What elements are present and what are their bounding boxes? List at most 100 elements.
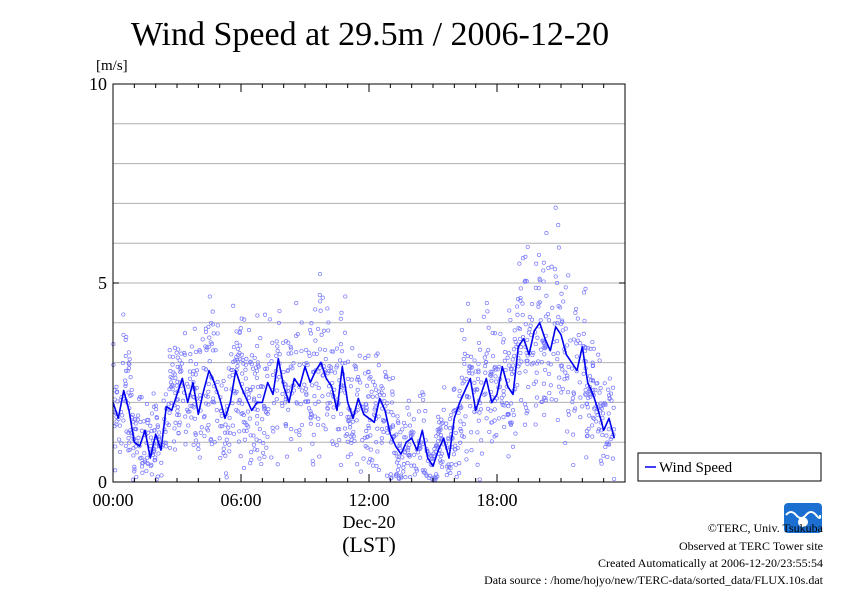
data-point [275,425,280,430]
data-point [249,353,254,358]
data-point [128,375,133,380]
data-point [434,472,439,477]
data-point [534,370,539,375]
data-point [416,409,421,414]
data-point [438,433,443,438]
data-point [399,473,404,478]
data-point [478,407,484,412]
data-point [176,347,181,352]
data-point [472,409,477,414]
data-point [261,441,266,446]
data-point [375,426,380,431]
data-point [609,398,614,403]
data-point [568,338,573,343]
data-point [565,376,570,381]
data-point [369,389,374,394]
data-point [119,441,124,446]
data-point [226,366,231,371]
data-point [600,402,605,407]
data-point [541,279,546,284]
data-point [383,375,388,380]
data-point [475,462,480,467]
data-point [298,402,303,407]
data-point [403,423,408,428]
data-point [126,350,132,355]
data-point [590,339,595,345]
data-point [255,344,260,349]
data-point [545,312,550,317]
data-point [519,398,524,403]
data-point [269,455,274,460]
x-tick-label: 00:00 [92,490,133,510]
data-point [524,411,529,416]
data-point [523,369,528,374]
data-point [244,386,250,391]
data-point [366,460,371,465]
data-point [387,377,392,382]
data-point [203,393,209,398]
data-point [207,294,212,299]
data-point [588,378,593,383]
data-point [334,365,339,370]
data-point [241,466,246,471]
data-point [442,385,447,390]
data-point [117,437,122,442]
data-point [573,310,578,315]
data-point [562,377,567,382]
wind-speed-line [112,322,616,467]
data-point [460,433,465,438]
data-point [176,413,181,418]
data-point [311,462,316,467]
data-point [234,329,239,334]
data-point [546,371,551,376]
data-point [375,351,380,356]
data-point [263,366,268,371]
data-point [302,382,307,387]
data-point [327,364,332,369]
data-point [593,387,598,392]
data-point [435,439,441,444]
data-point [289,427,294,432]
data-point [345,439,350,444]
data-point [310,441,315,446]
data-point [249,450,254,455]
data-point [240,401,245,406]
data-point [192,416,198,421]
data-point [175,408,180,413]
data-point [390,424,395,429]
data-point [444,464,449,469]
data-point [511,412,516,418]
data-point [187,369,192,374]
data-point [248,359,253,364]
data-point [483,370,488,375]
data-point [193,438,198,443]
data-point [318,361,323,366]
data-point [121,312,126,317]
data-point [457,461,462,466]
data-point [555,351,560,356]
data-point [170,362,175,367]
data-point [241,412,246,418]
data-point [506,404,511,409]
data-point [368,374,373,380]
data-point [342,426,347,431]
data-point [493,374,498,379]
data-point [544,231,549,236]
data-point [124,335,129,340]
data-point [230,367,235,373]
data-point [271,429,276,434]
data-point [444,421,449,426]
data-point [551,351,556,357]
data-point [358,380,363,385]
data-point [366,394,371,399]
data-point [499,400,504,405]
data-point [265,434,270,439]
data-point [443,425,449,430]
data-point [433,477,438,482]
data-point [299,348,304,354]
data-point [364,405,369,410]
data-point [142,451,147,456]
data-point [563,326,568,331]
data-point [274,339,279,344]
data-point [449,462,454,467]
